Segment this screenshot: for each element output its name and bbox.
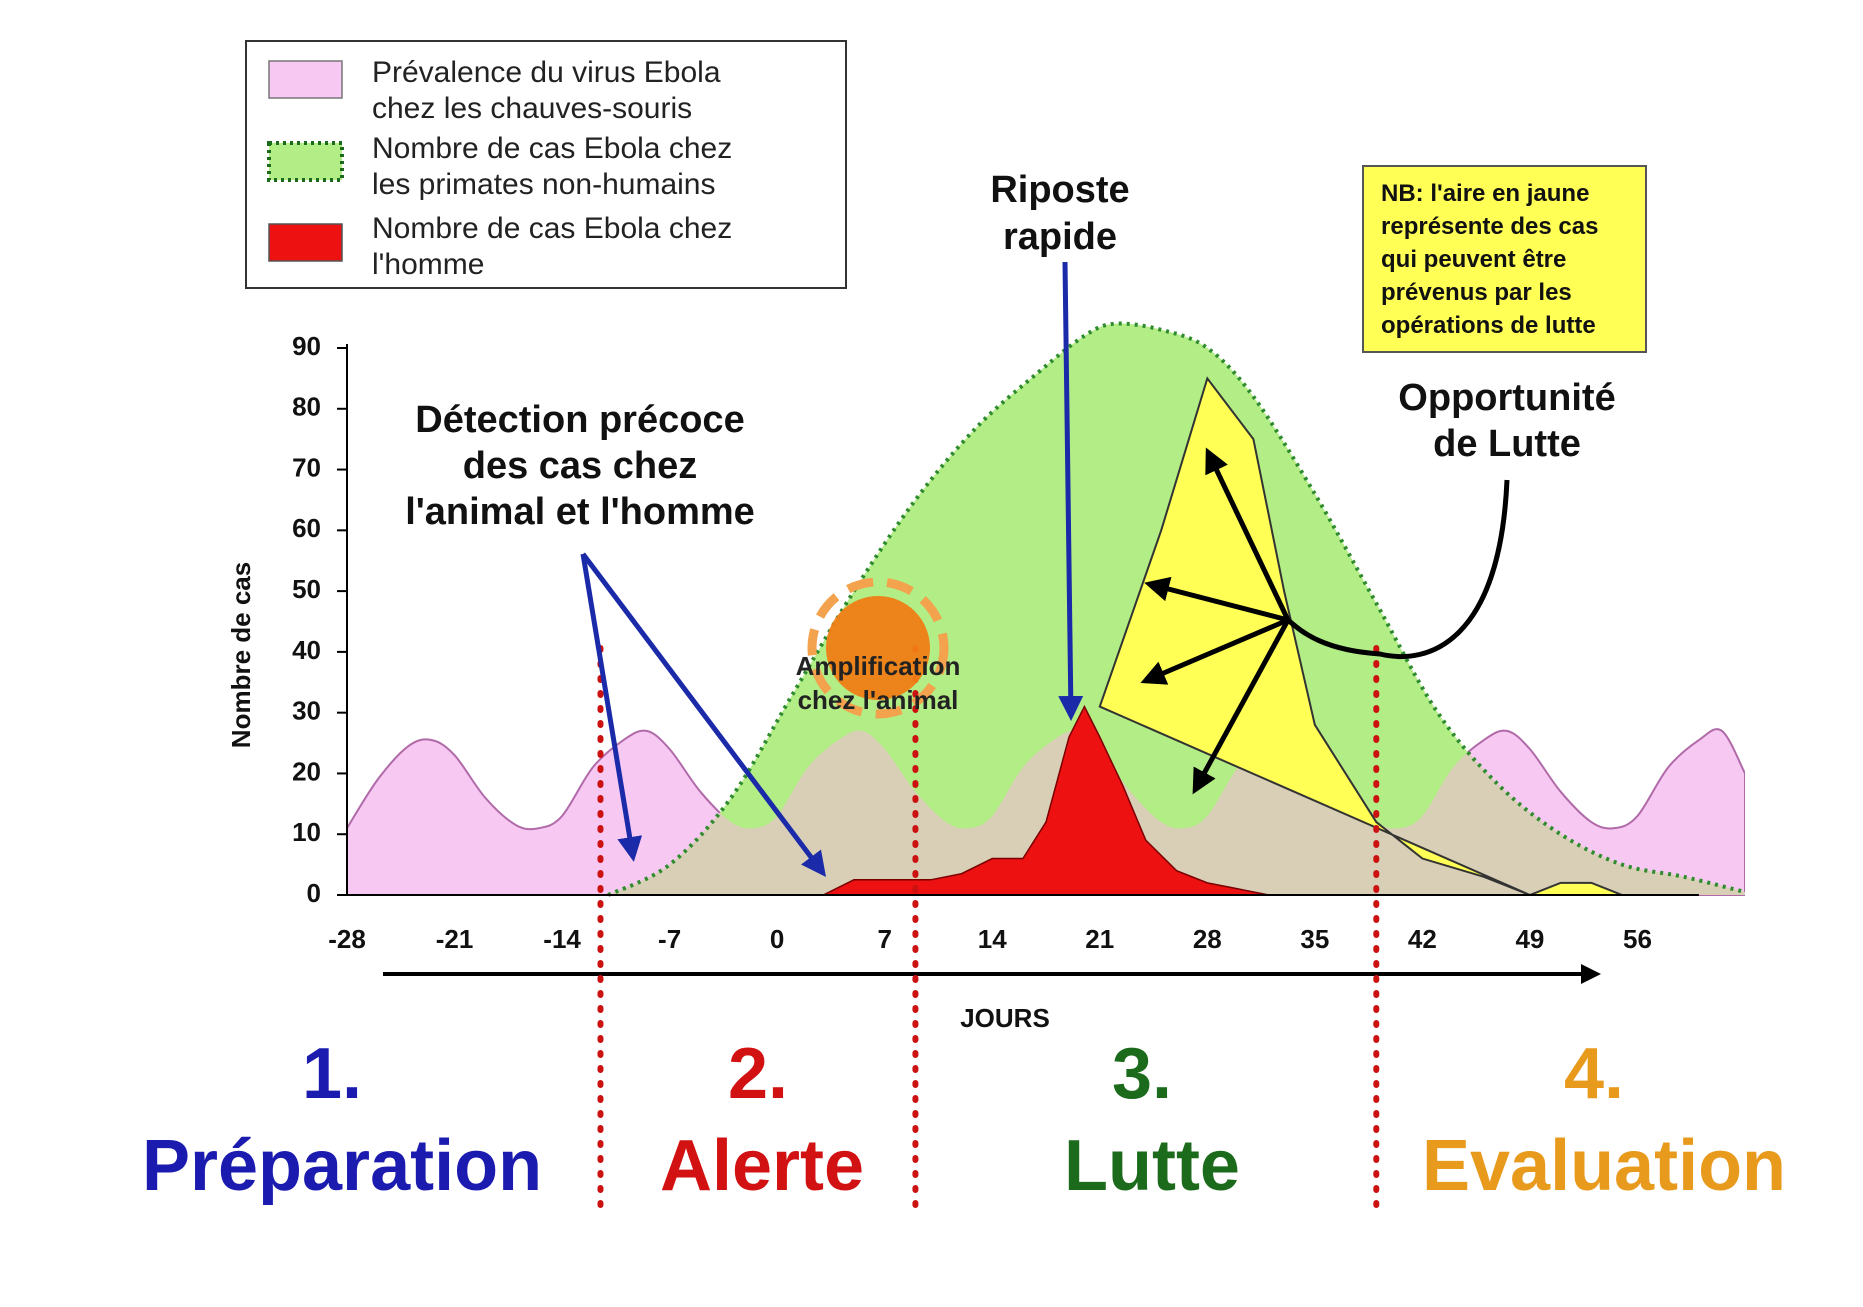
nb-note: NB: l'aire en jaune représente des cas q… — [1362, 165, 1647, 353]
phase-3-number: 3. — [1112, 1034, 1172, 1114]
legend-label-humans-2: l'homme — [372, 248, 484, 281]
y-tick-label: 70 — [292, 452, 321, 482]
detection-label-1: Détection précoce — [415, 399, 744, 441]
opportunity-arrow-3 — [1140, 617, 1289, 685]
phase-3-name: Lutte — [1064, 1126, 1240, 1206]
series-humans-area — [822, 704, 1269, 896]
opportunity-label-1: Opportunité — [1398, 377, 1615, 419]
legend: Prévalence du virus Ebola chez les chauv… — [245, 40, 847, 289]
x-tick-label: -14 — [543, 924, 581, 954]
x-tick-label: 49 — [1515, 924, 1544, 954]
axes: 0 10 20 30 40 50 60 70 80 90 -28 -21 -14 -7 0 7 14 21 28 35… — [292, 331, 1699, 954]
x-tick-label: 0 — [770, 924, 784, 954]
detection-arrow-2 — [581, 552, 827, 877]
phase-2-name: Alerte — [660, 1126, 864, 1206]
opportunity-arrows — [1140, 447, 1510, 795]
nb-box — [1362, 165, 1647, 353]
y-tick-label: 80 — [292, 392, 321, 422]
opportunity-arrow-4 — [1192, 618, 1291, 795]
series-primates-outline — [607, 321, 1745, 897]
riposte-label-1: Riposte — [990, 169, 1129, 211]
legend-swatch-bats — [268, 60, 343, 99]
phase-2-number: 2. — [728, 1034, 788, 1114]
detection-label-3: l'animal et l'homme — [405, 491, 755, 533]
phases: 1. Préparation 2. Alerte 3. Lutte 4. Eva… — [142, 1034, 1786, 1206]
detection-arrows — [580, 552, 827, 877]
amplification-label-2: chez l'animal — [798, 685, 959, 715]
legend-label-bats-2: chez les chauves-souris — [372, 92, 692, 125]
x-tick-label: -21 — [436, 924, 474, 954]
amplification-label-1: Amplification — [796, 651, 961, 681]
nb-line-1: NB: l'aire en jaune — [1381, 180, 1589, 207]
opportunity-label-2: de Lutte — [1433, 423, 1581, 465]
nb-line-2: représente des cas — [1381, 213, 1598, 240]
x-tick-label: 21 — [1085, 924, 1114, 954]
legend-swatch-humans — [268, 223, 343, 262]
riposte-label-2: rapide — [1003, 216, 1117, 258]
legend-label-humans-1: Nombre de cas Ebola chez — [372, 212, 732, 245]
phase-1-name: Préparation — [142, 1126, 542, 1206]
nb-line-5: opérations de lutte — [1381, 312, 1596, 339]
x-tick-label: 42 — [1408, 924, 1437, 954]
y-axis-title: Nombre de cas — [226, 562, 256, 748]
phase-4-name: Evaluation — [1422, 1126, 1786, 1206]
legend-label-primates-1: Nombre de cas Ebola chez — [372, 132, 732, 165]
x-tick-label: -7 — [658, 924, 681, 954]
phase-4-number: 4. — [1564, 1034, 1624, 1114]
legend-label-primates-2: les primates non-humains — [372, 168, 716, 201]
opportunity-arrow-1 — [1205, 447, 1291, 622]
nb-line-3: qui peuvent être — [1381, 246, 1566, 273]
phase-dividers — [597, 645, 1380, 1218]
y-tick-label: 50 — [292, 574, 321, 604]
y-tick-label: 90 — [292, 331, 321, 361]
opportunity-curve — [1286, 479, 1510, 660]
y-tick-label: 0 — [307, 878, 321, 908]
x-tick-label: 14 — [978, 924, 1007, 954]
legend-label-bats-1: Prévalence du virus Ebola — [372, 56, 721, 89]
amplification-sun-icon — [807, 577, 949, 719]
nb-line-4: prévenus par les — [1381, 279, 1572, 306]
opportunity-arrow-2 — [1144, 576, 1289, 623]
legend-box — [245, 40, 847, 289]
y-tick-label: 40 — [292, 635, 321, 665]
riposte-arrow — [1058, 261, 1084, 721]
y-tick-label: 60 — [292, 513, 321, 543]
phase-1-number: 1. — [302, 1034, 362, 1114]
x-axis-title: JOURS — [960, 1003, 1050, 1033]
legend-swatch-primates — [267, 141, 344, 182]
y-tick-label: 10 — [292, 817, 321, 847]
x-tick-label: -28 — [328, 924, 366, 954]
x-tick-label: 35 — [1300, 924, 1329, 954]
y-tick-label: 30 — [292, 696, 321, 726]
x-tick-label: 56 — [1623, 924, 1652, 954]
detection-label-2: des cas chez — [463, 445, 697, 487]
y-tick-label: 20 — [292, 756, 321, 786]
detection-arrow-1 — [580, 553, 643, 862]
x-tick-label: 28 — [1193, 924, 1222, 954]
x-tick-label: 7 — [877, 924, 891, 954]
